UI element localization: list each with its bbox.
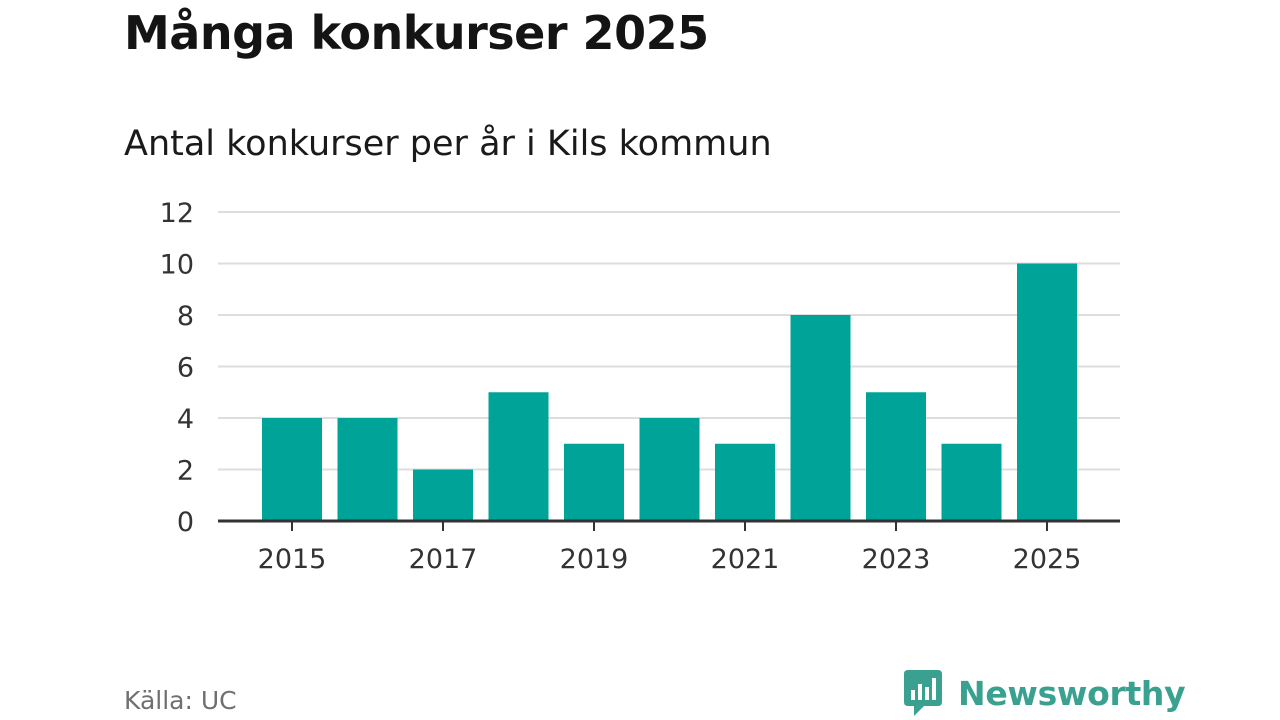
- y-axis-ticks: 0 2 4 6 8 10 12: [160, 198, 194, 538]
- brand-name: Newsworthy: [958, 673, 1186, 713]
- bar-2019: [564, 443, 624, 521]
- bar-2021: [715, 443, 775, 521]
- y-tick-label: 8: [177, 301, 194, 332]
- bar-2022: [790, 315, 851, 521]
- x-tick-label: 2017: [409, 544, 478, 575]
- bar-2016: [337, 418, 398, 521]
- newsworthy-logo-icon: [904, 670, 942, 716]
- bar-2018: [488, 392, 549, 521]
- x-tick-label: 2021: [711, 544, 780, 575]
- bar-2023: [866, 392, 926, 521]
- x-tick-label: 2015: [258, 544, 327, 575]
- y-tick-label: 0: [177, 507, 194, 538]
- source-note: Källa: UC: [124, 686, 237, 715]
- bars: [262, 263, 1077, 521]
- x-tick-label: 2025: [1013, 544, 1082, 575]
- y-tick-label: 12: [160, 198, 194, 229]
- chart-subtitle: Antal konkurser per år i Kils kommun: [124, 124, 772, 164]
- bar-2015: [262, 418, 322, 521]
- brand-logo: Newsworthy: [902, 668, 1186, 718]
- bar-2025: [1017, 263, 1077, 521]
- bar-2017: [413, 469, 473, 521]
- x-tick-label: 2023: [862, 544, 931, 575]
- bar-2020: [639, 418, 700, 521]
- x-tick-label: 2019: [560, 544, 629, 575]
- chart-title: Många konkurser 2025: [124, 6, 709, 60]
- y-tick-label: 10: [160, 250, 194, 281]
- y-tick-label: 4: [177, 404, 194, 435]
- y-tick-label: 6: [177, 353, 194, 384]
- x-axis-ticks: 2015 2017 2019 2021 2023 2025: [258, 521, 1082, 575]
- y-tick-label: 2: [177, 456, 194, 487]
- bar-2024: [941, 443, 1002, 521]
